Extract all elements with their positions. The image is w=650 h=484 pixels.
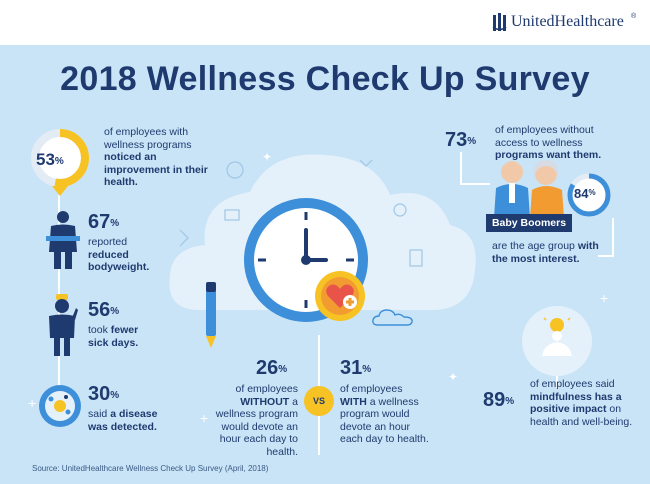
gauge-84-icon — [567, 173, 611, 217]
text-73-a: of employees without access to wellness — [495, 124, 594, 149]
stat-31-value: 31% — [340, 358, 371, 378]
right-bracket-line-bottom — [598, 255, 614, 257]
unit-31: % — [362, 364, 372, 375]
heart-plus-icon — [315, 271, 365, 321]
unit-26: % — [278, 364, 288, 375]
right-bracket-line-mid — [460, 183, 490, 185]
sparkle-decor-1: + — [28, 395, 37, 411]
text-67-b: reduced bodyweight. — [88, 248, 150, 274]
value-26: 26 — [256, 357, 279, 379]
stat-31-text: of employees WITH a wellness program wou… — [340, 383, 430, 446]
stat-26-text: of employees WITHOUT a wellness program … — [208, 383, 298, 458]
brand-logo: UnitedHealthcare ® — [492, 10, 642, 36]
text-84-a: are the age group — [492, 240, 578, 252]
sparkle-decor-3: + — [600, 290, 609, 306]
text-31-b: WITH — [340, 395, 367, 408]
stat-84-value: 84% — [574, 186, 596, 201]
unit-53: % — [54, 156, 64, 167]
unit-89: % — [505, 396, 515, 407]
logo-mark-icon — [492, 13, 507, 31]
vs-label: VS — [312, 396, 325, 406]
pen-icon — [206, 282, 216, 348]
value-84: 84 — [574, 186, 589, 201]
unit-67: % — [110, 218, 120, 229]
value-67: 67 — [88, 211, 111, 233]
text-56-a: took — [88, 324, 111, 336]
stat-53-value: 53% — [36, 150, 64, 170]
value-53: 53 — [36, 150, 55, 169]
text-31-a: of employees — [340, 383, 403, 395]
value-31: 31 — [340, 357, 363, 379]
sparkle-decor-5: ✦ — [262, 150, 273, 164]
unit-84: % — [588, 188, 596, 197]
text-84-b: with the most interest. — [492, 240, 599, 265]
sparkle-decor-4: ✦ — [448, 370, 459, 384]
stat-73-text: of employees without access to wellness … — [495, 124, 615, 162]
meditation-person-icon — [542, 317, 572, 356]
text-30-b: a disease was detected. — [88, 408, 158, 433]
text-89-c: on health and well-being. — [530, 403, 633, 428]
sick-person-icon — [49, 294, 78, 356]
text-53-b: noticed an improvement in their health. — [104, 151, 208, 188]
stat-26-value: 26% — [256, 358, 287, 378]
unit-30: % — [110, 390, 120, 401]
text-53-a: of employees with wellness programs — [104, 126, 192, 151]
gauge-53-icon — [31, 129, 89, 196]
value-56: 56 — [88, 299, 111, 321]
right-bracket-line-top — [460, 152, 462, 184]
text-26-b: WITHOUT — [240, 395, 290, 408]
stat-56-value: 56% — [88, 300, 119, 320]
stat-53-text: of employees with wellness programs noti… — [104, 126, 214, 189]
text-56-b: fewer sick days. — [88, 324, 139, 349]
bodyweight-person-icon — [46, 211, 80, 269]
text-31-c: a wellness program would devote an hour … — [340, 395, 429, 446]
text-89-b: mindfulness has a positive impact — [530, 390, 622, 416]
value-30: 30 — [88, 383, 111, 405]
stat-67-value: 67% — [88, 212, 119, 232]
brand-name: UnitedHealthcare — [511, 13, 624, 30]
stat-30-value: 30% — [88, 384, 119, 404]
baby-boomers-badge: Baby Boomers — [486, 214, 572, 232]
stat-56-text: took fewer sick days. — [88, 324, 152, 349]
vs-badge: VS — [304, 386, 334, 416]
stat-89-value: 89% — [483, 390, 514, 410]
stat-30-text: said a disease was detected. — [88, 408, 168, 433]
page-title: 2018 Wellness Check Up Survey — [60, 60, 590, 98]
text-89-a: of employees said — [530, 378, 615, 390]
text-30-a: said — [88, 408, 111, 420]
text-73-b: programs want them. — [495, 149, 602, 161]
right-bracket-line-side — [612, 218, 614, 256]
small-cloud-icon — [372, 309, 413, 326]
text-67-a: reported — [88, 236, 128, 248]
value-89: 89 — [483, 389, 506, 411]
mindfulness-connector — [556, 376, 558, 388]
text-26-c: a wellness program would devote an hour … — [215, 395, 298, 458]
text-26-a: of employees — [235, 383, 298, 395]
stat-84-text: are the age group with the most interest… — [492, 240, 610, 265]
stat-73-value: 73% — [445, 130, 476, 150]
stat-89-text: of employees said mindfulness has a posi… — [530, 378, 642, 428]
unit-73: % — [467, 136, 477, 147]
stat-67-text: reported reduced bodyweight. — [88, 236, 168, 274]
source-note: Source: UnitedHealthcare Wellness Check … — [32, 464, 269, 473]
baby-boomers-label: Baby Boomers — [491, 217, 567, 229]
elderly-couple-icon — [494, 160, 564, 218]
trademark: ® — [631, 13, 637, 20]
microscope-cell-icon — [39, 385, 81, 427]
sparkle-decor-2: + — [200, 410, 209, 426]
value-73: 73 — [445, 129, 468, 151]
unit-56: % — [110, 306, 120, 317]
